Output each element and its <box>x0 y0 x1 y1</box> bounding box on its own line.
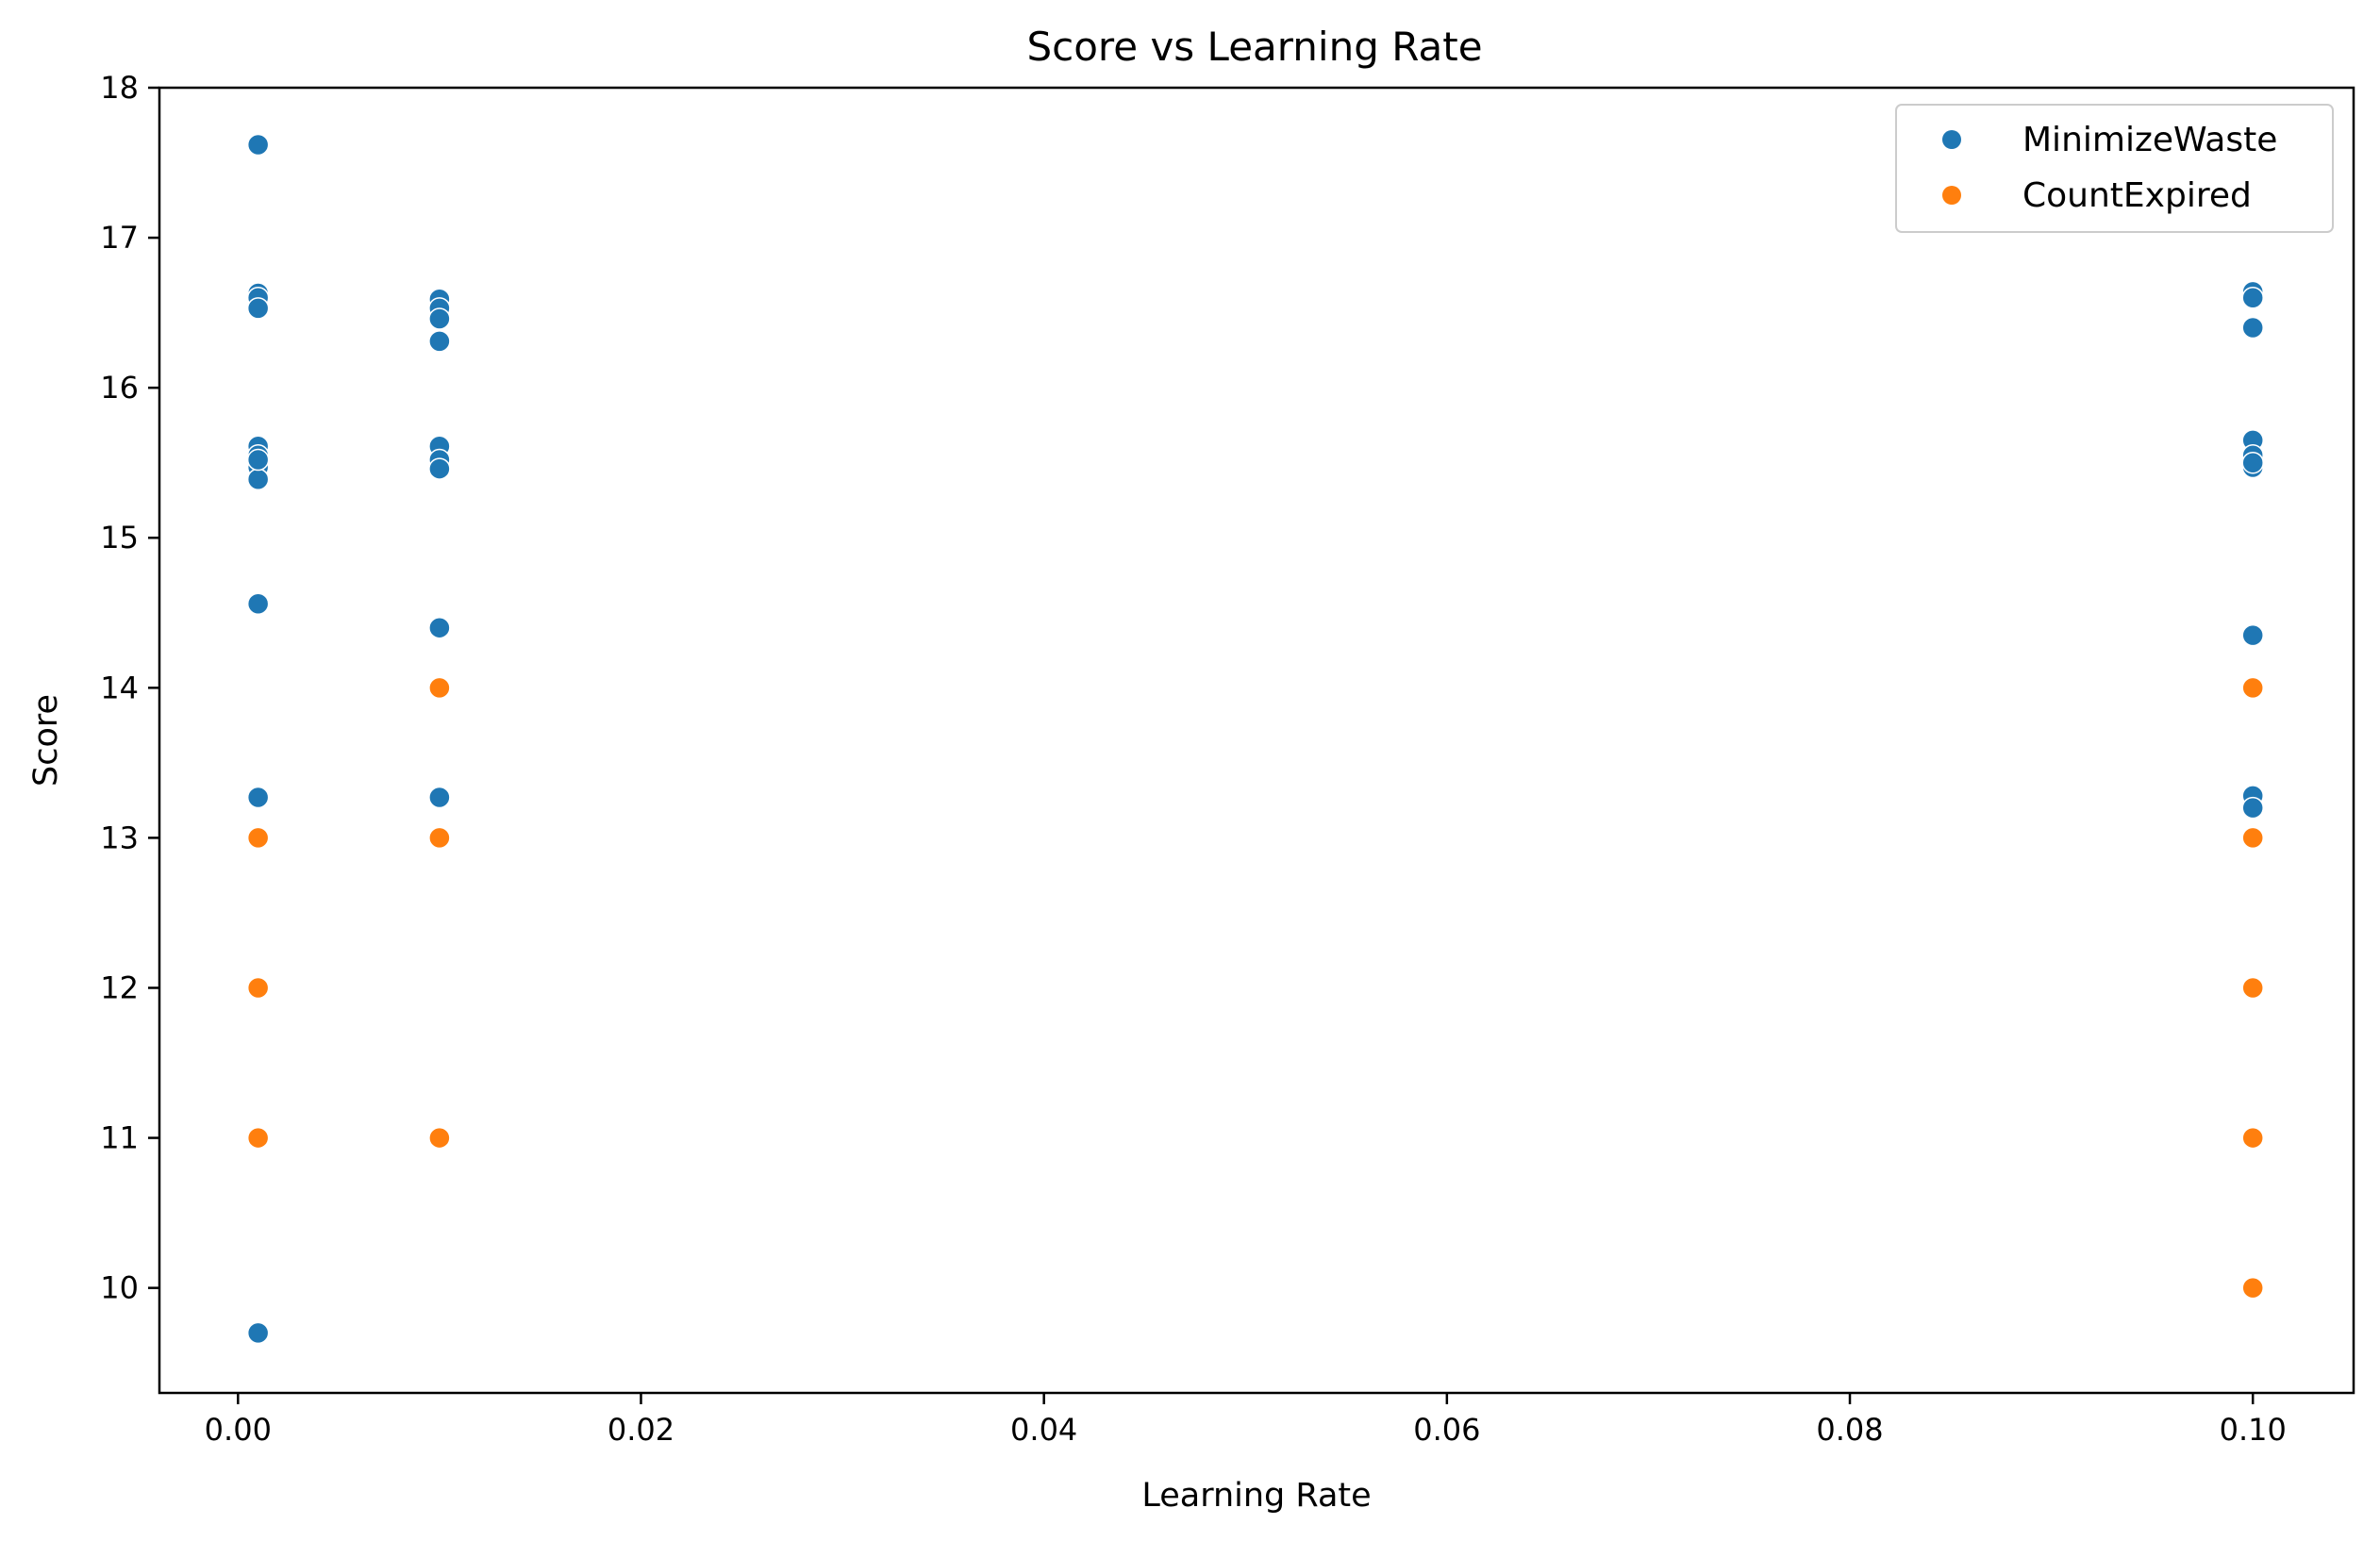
data-point-minimizewaste <box>246 786 270 809</box>
y-tick-label: 16 <box>100 370 139 406</box>
data-point-minimizewaste <box>246 133 270 157</box>
chart-title: Score vs Learning Rate <box>1026 24 1482 70</box>
data-point-countexpired <box>246 826 270 850</box>
data-point-minimizewaste <box>246 468 270 490</box>
x-tick-label: 0.04 <box>1010 1412 1077 1448</box>
data-point-countexpired <box>2241 1126 2264 1150</box>
y-axis-ticks: 10 11 12 13 14 15 16 17 18 <box>100 70 159 1306</box>
legend-label-countexpired: CountExpired <box>2022 176 2252 215</box>
y-tick-label: 18 <box>100 70 139 106</box>
plot-area-frame <box>158 86 2355 1395</box>
data-point-countexpired <box>2241 1276 2264 1300</box>
x-axis-label: Learning Rate <box>1141 1477 1371 1515</box>
legend-marker-countexpired <box>1942 186 1961 205</box>
data-point-minimizewaste <box>246 297 270 320</box>
data-point-countexpired <box>2241 976 2264 1000</box>
legend-marker-minimizewaste <box>1942 130 1961 149</box>
data-point-minimizewaste <box>2241 623 2264 647</box>
data-point-minimizewaste <box>246 592 270 615</box>
data-point-minimizewaste <box>428 616 451 639</box>
legend-frame <box>1895 104 2334 233</box>
legend: MinimizeWaste CountExpired <box>1895 104 2334 233</box>
x-tick-label: 0.08 <box>1816 1412 1883 1448</box>
data-point-countexpired <box>246 976 270 1000</box>
data-point-countexpired <box>2241 676 2264 700</box>
data-points <box>246 133 2264 1345</box>
y-tick-label: 14 <box>100 670 139 705</box>
data-point-minimizewaste <box>246 448 270 472</box>
data-point-minimizewaste <box>428 457 451 480</box>
data-point-countexpired <box>246 1126 270 1150</box>
y-tick-label: 10 <box>100 1270 139 1306</box>
y-tick-label: 13 <box>100 820 139 855</box>
x-tick-label: 0.06 <box>1413 1412 1480 1448</box>
data-point-minimizewaste <box>246 1321 270 1345</box>
data-point-countexpired <box>428 826 451 850</box>
y-axis-label: Score <box>27 694 65 787</box>
data-point-minimizewaste <box>2241 316 2264 340</box>
data-point-countexpired <box>428 1126 451 1150</box>
data-point-countexpired <box>2241 826 2264 850</box>
data-point-minimizewaste <box>2241 451 2264 474</box>
x-axis-ticks: 0.00 0.02 0.04 0.06 0.08 0.10 <box>205 1393 2287 1448</box>
y-tick-label: 11 <box>100 1120 139 1156</box>
data-point-minimizewaste <box>2241 796 2264 820</box>
data-point-minimizewaste <box>428 786 451 809</box>
data-point-minimizewaste <box>428 330 451 353</box>
data-point-minimizewaste <box>2241 286 2264 309</box>
x-tick-label: 0.00 <box>205 1412 272 1448</box>
data-point-countexpired <box>428 676 451 700</box>
y-tick-label: 12 <box>100 969 139 1005</box>
y-tick-label: 17 <box>100 220 139 256</box>
legend-label-minimizewaste: MinimizeWaste <box>2022 121 2277 159</box>
x-tick-label: 0.02 <box>607 1412 674 1448</box>
x-tick-label: 0.10 <box>2220 1412 2287 1448</box>
data-point-minimizewaste <box>428 307 451 330</box>
y-tick-label: 15 <box>100 520 139 555</box>
